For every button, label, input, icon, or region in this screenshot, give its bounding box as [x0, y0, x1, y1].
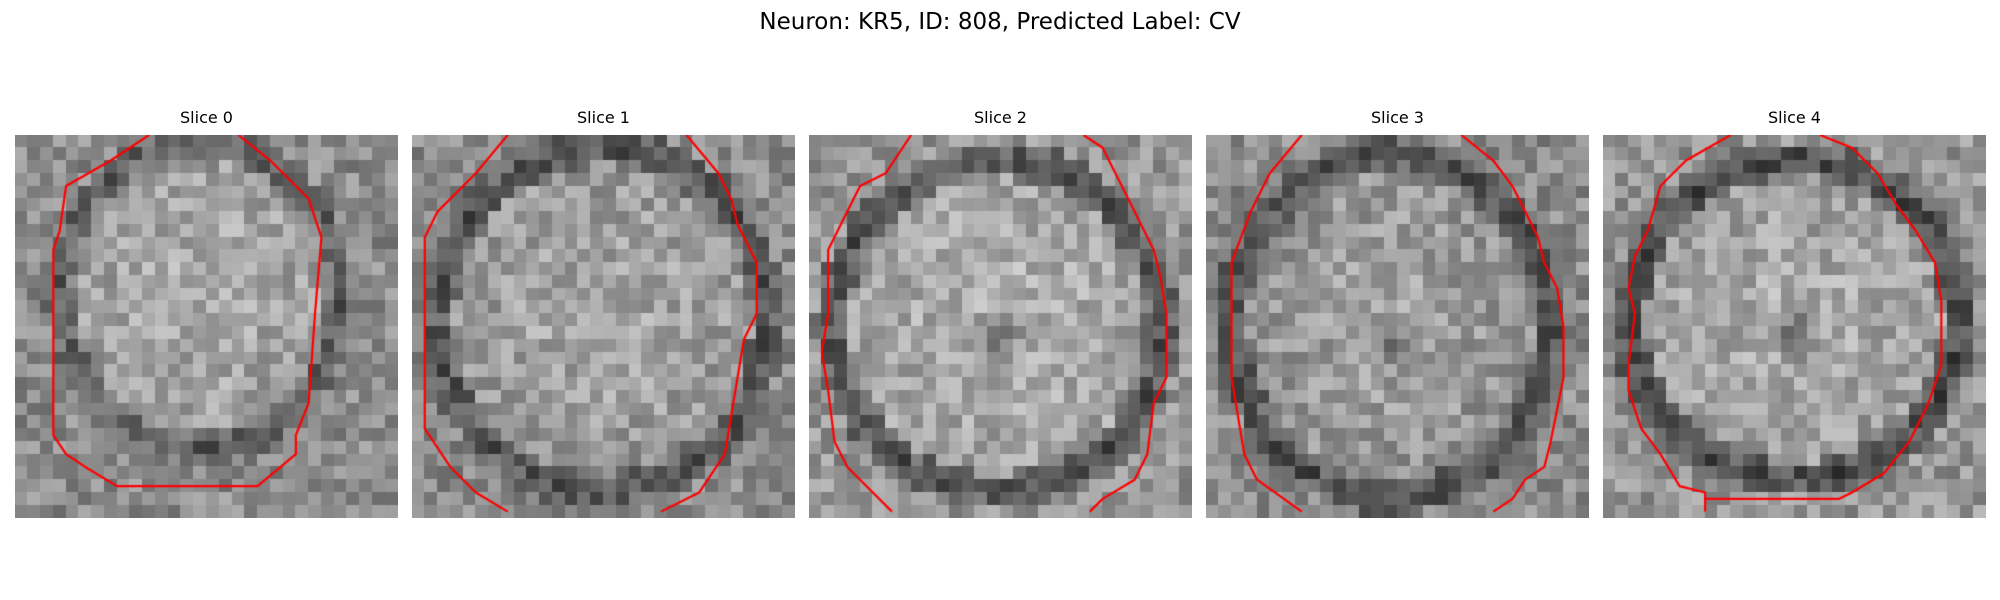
slice-title: Slice 1	[577, 108, 630, 127]
slice-panel-4: Slice 4	[1603, 108, 1986, 518]
slice-image	[15, 135, 398, 518]
slice-title: Slice 2	[974, 108, 1027, 127]
slice-image	[809, 135, 1192, 518]
slice-title: Slice 3	[1371, 108, 1424, 127]
slice-panel-3: Slice 3	[1206, 108, 1589, 518]
slice-panel-0: Slice 0	[15, 108, 398, 518]
slice-image	[1206, 135, 1589, 518]
figure-title: Neuron: KR5, ID: 808, Predicted Label: C…	[759, 9, 1241, 35]
slice-title: Slice 0	[180, 108, 233, 127]
slice-image	[412, 135, 795, 518]
slice-panel-1: Slice 1	[412, 108, 795, 518]
slice-image	[1603, 135, 1986, 518]
slice-title: Slice 4	[1768, 108, 1821, 127]
slice-panel-2: Slice 2	[809, 108, 1192, 518]
